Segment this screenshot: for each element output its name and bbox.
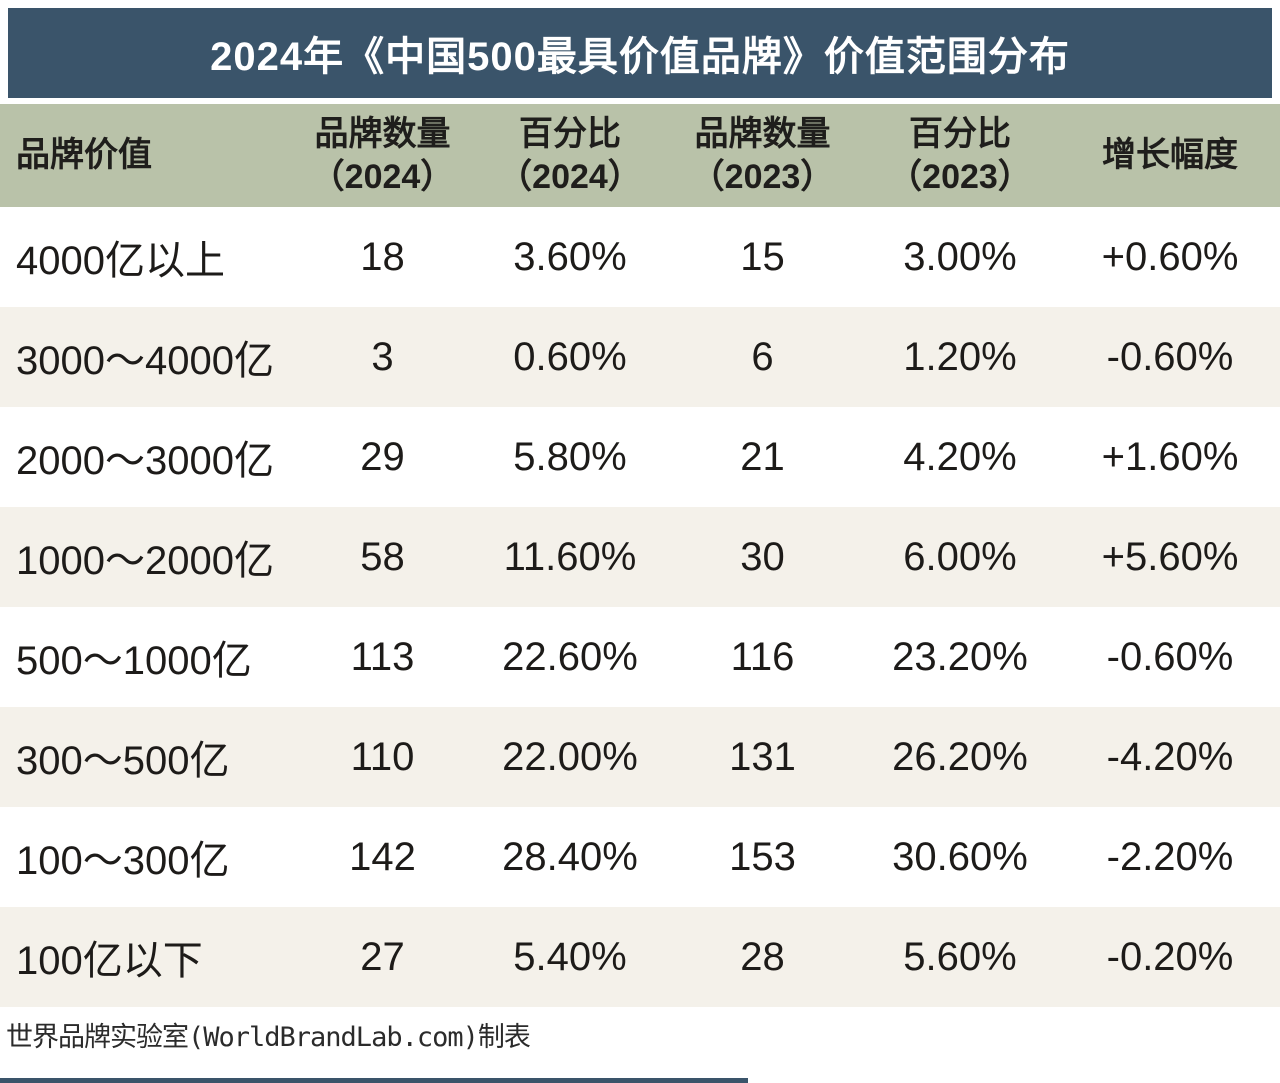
percent-2024-cell: 11.60% xyxy=(503,534,637,579)
column-header-label: 增长幅度 xyxy=(1102,136,1238,175)
table-row: 500～1000亿 113 22.60% 116 23.20% -0.60% xyxy=(0,607,1280,707)
brand-count-2023-cell: 15 xyxy=(740,234,785,279)
percent-2023-cell: 26.20% xyxy=(892,734,1028,779)
growth-change-cell: -2.20% xyxy=(1106,834,1234,879)
growth-change-cell: -0.60% xyxy=(1106,634,1234,679)
table-row: 4000亿以上 18 3.60% 15 3.00% +0.60% xyxy=(0,207,1280,307)
brand-value-range-cell: 500～1000亿 xyxy=(16,639,252,683)
growth-change-cell: +0.60% xyxy=(1101,234,1239,279)
brand-count-2024-cell: 113 xyxy=(350,634,415,679)
table-body: 4000亿以上 18 3.60% 15 3.00% +0.60% 3000～40… xyxy=(0,207,1280,1007)
page-title: 2024年《中国500最具价值品牌》价值范围分布 xyxy=(210,35,1070,79)
percent-2023-cell: 1.20% xyxy=(903,334,1017,379)
table-header-row: 品牌价值 品牌数量 （2024） 百分比 （2024） 品牌数量 （2023） … xyxy=(0,104,1280,207)
percent-2024-cell: 22.00% xyxy=(502,734,638,779)
growth-change-cell: -0.60% xyxy=(1106,334,1234,379)
brand-value-range-cell: 100亿以下 xyxy=(16,939,203,983)
column-header-label: 百分比 xyxy=(519,115,621,153)
growth-change-cell: -0.20% xyxy=(1106,934,1234,979)
bottom-partial-bar xyxy=(0,1078,748,1083)
brand-count-2023-cell: 153 xyxy=(729,834,796,879)
column-header-label: 品牌数量 xyxy=(314,115,451,153)
percent-2024-cell: 22.60% xyxy=(502,634,638,679)
column-header-brand-value: 品牌价值 xyxy=(0,104,290,207)
brand-count-2024-cell: 3 xyxy=(371,334,394,379)
percent-2023-cell: 5.60% xyxy=(903,934,1017,979)
brand-value-distribution-infographic: 2024年《中国500最具价值品牌》价值范围分布 品牌价值 品牌数量 （2024… xyxy=(0,8,1280,1083)
growth-change-cell: -4.20% xyxy=(1106,734,1234,779)
column-header-sublabel: （2024） xyxy=(310,157,455,196)
percent-2023-cell: 6.00% xyxy=(903,534,1017,579)
brand-count-2023-cell: 28 xyxy=(740,934,785,979)
brand-value-range-cell: 3000～4000亿 xyxy=(16,339,274,383)
source-credit: 世界品牌实验室(WorldBrandLab.com)制表 xyxy=(6,1022,531,1053)
percent-2023-cell: 3.00% xyxy=(903,234,1017,279)
brand-count-2023-cell: 131 xyxy=(729,734,796,779)
brand-count-2024-cell: 142 xyxy=(349,834,416,879)
brand-count-2024-cell: 29 xyxy=(360,434,405,479)
table-row: 3000～4000亿 3 0.60% 6 1.20% -0.60% xyxy=(0,307,1280,407)
percent-2023-cell: 4.20% xyxy=(903,434,1017,479)
column-header-percent-2023: 百分比 （2023） xyxy=(860,104,1060,207)
growth-change-cell: +1.60% xyxy=(1101,434,1239,479)
column-header-sublabel: （2023） xyxy=(888,157,1032,196)
brand-value-range-cell: 4000亿以上 xyxy=(16,239,225,283)
column-header-percent-2024: 百分比 （2024） xyxy=(475,104,665,207)
brand-count-2023-cell: 21 xyxy=(740,434,785,479)
percent-2024-cell: 5.40% xyxy=(513,934,627,979)
table-row: 100亿以下 27 5.40% 28 5.60% -0.20% xyxy=(0,907,1280,1007)
percent-2024-cell: 5.80% xyxy=(513,434,627,479)
percent-2024-cell: 28.40% xyxy=(502,834,638,879)
table-row: 100～300亿 142 28.40% 153 30.60% -2.20% xyxy=(0,807,1280,907)
percent-2024-cell: 0.60% xyxy=(513,334,627,379)
column-header-growth: 增长幅度 xyxy=(1060,104,1280,207)
brand-value-range-cell: 2000～3000亿 xyxy=(16,439,274,483)
column-header-sublabel: （2023） xyxy=(690,157,835,196)
brand-value-range-cell: 1000～2000亿 xyxy=(16,539,274,583)
brand-count-2023-cell: 6 xyxy=(751,334,774,379)
column-header-label: 品牌数量 xyxy=(694,115,831,153)
percent-2023-cell: 30.60% xyxy=(892,834,1028,879)
title-bar: 2024年《中国500最具价值品牌》价值范围分布 xyxy=(8,8,1272,98)
column-header-label: 百分比 xyxy=(909,115,1011,153)
column-header-count-2024: 品牌数量 （2024） xyxy=(290,104,475,207)
brand-count-2024-cell: 110 xyxy=(350,734,415,779)
table-row: 300～500亿 110 22.00% 131 26.20% -4.20% xyxy=(0,707,1280,807)
table-row: 2000～3000亿 29 5.80% 21 4.20% +1.60% xyxy=(0,407,1280,507)
brand-count-2023-cell: 116 xyxy=(730,634,795,679)
table-row: 1000～2000亿 58 11.60% 30 6.00% +5.60% xyxy=(0,507,1280,607)
brand-count-2024-cell: 18 xyxy=(360,234,405,279)
column-header-count-2023: 品牌数量 （2023） xyxy=(665,104,860,207)
percent-2024-cell: 3.60% xyxy=(513,234,627,279)
column-header-label: 品牌价值 xyxy=(16,136,152,175)
column-header-sublabel: （2024） xyxy=(498,157,642,196)
brand-count-2023-cell: 30 xyxy=(740,534,785,579)
brand-value-range-cell: 300～500亿 xyxy=(16,739,230,783)
brand-count-2024-cell: 58 xyxy=(360,534,405,579)
brand-value-range-cell: 100～300亿 xyxy=(16,839,230,883)
percent-2023-cell: 23.20% xyxy=(892,634,1028,679)
brand-count-2024-cell: 27 xyxy=(360,934,405,979)
growth-change-cell: +5.60% xyxy=(1101,534,1239,579)
